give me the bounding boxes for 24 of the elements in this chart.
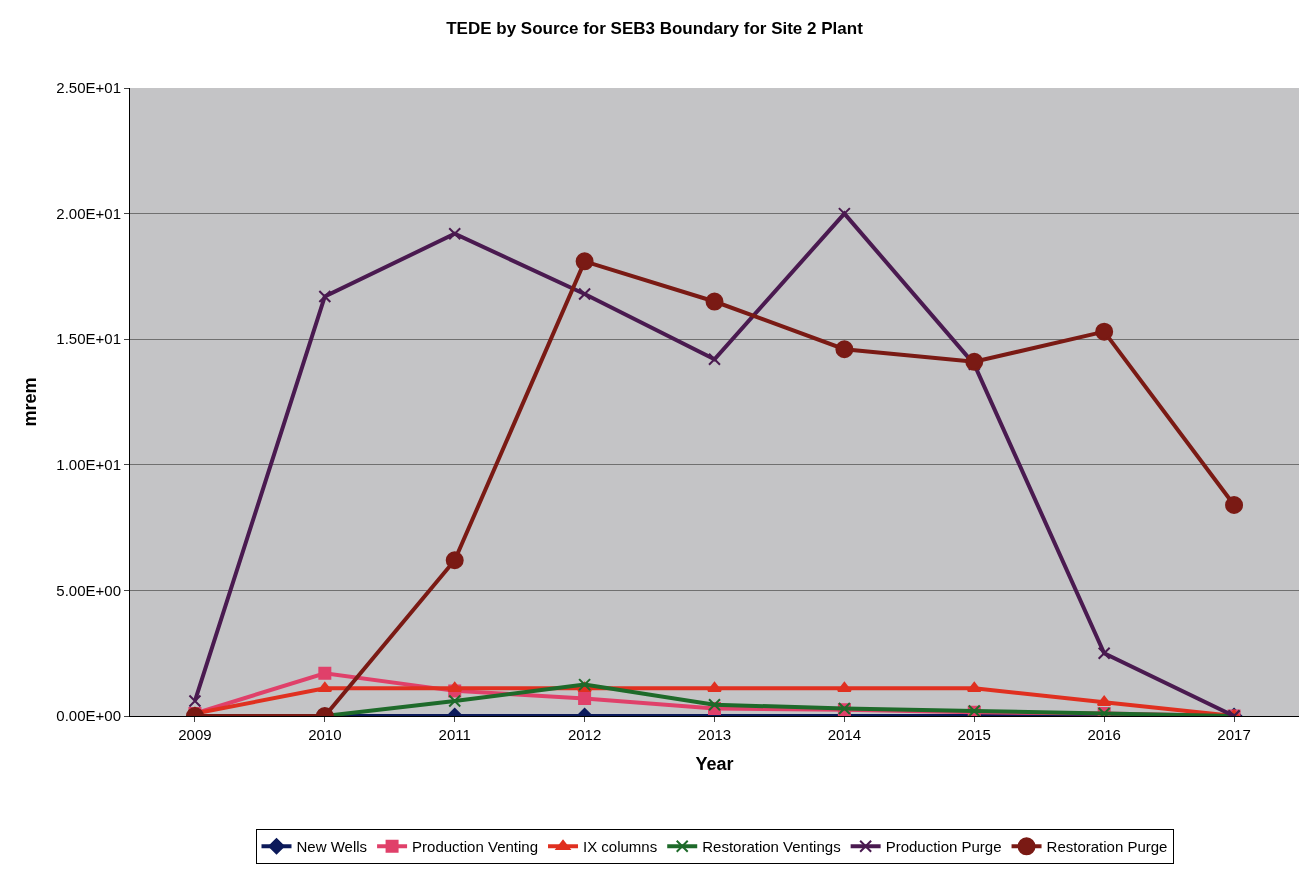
y-tick-label: 1.50E+01 — [56, 330, 121, 348]
y-tick-label: 2.50E+01 — [56, 79, 121, 97]
x-tick-label: 2010 — [308, 726, 342, 743]
y-tick-label: 2.00E+01 — [56, 204, 121, 222]
y-tick-label: 0.00E+00 — [56, 707, 121, 725]
legend-label: Production Venting — [412, 838, 539, 856]
legend-label: Restoration Ventings — [702, 838, 841, 856]
legend-label: Restoration Purge — [1046, 838, 1168, 856]
y-axis-title: mrem — [19, 377, 40, 427]
legend-label: IX columns — [583, 838, 658, 856]
legend-label: New Wells — [296, 838, 368, 856]
x-tick-label: 2012 — [567, 726, 602, 743]
x-tick-label: 2009 — [178, 726, 212, 743]
chart-title: TEDE by Source for SEB3 Boundary for Site 2 Plant — [446, 18, 864, 38]
x-tick-label: 2017 — [1217, 726, 1251, 743]
legend-label: Production Purge — [885, 838, 1002, 856]
y-tick-label: 5.00E+00 — [56, 581, 121, 599]
x-tick-label: 2014 — [827, 726, 862, 743]
x-tick-label: 2015 — [957, 726, 991, 743]
x-tick-label: 2013 — [697, 726, 732, 743]
x-tick-label: 2016 — [1087, 726, 1121, 743]
x-axis-title: Year — [695, 754, 734, 775]
x-tick-label: 2011 — [438, 726, 471, 743]
y-tick-label: 1.00E+01 — [56, 456, 121, 474]
